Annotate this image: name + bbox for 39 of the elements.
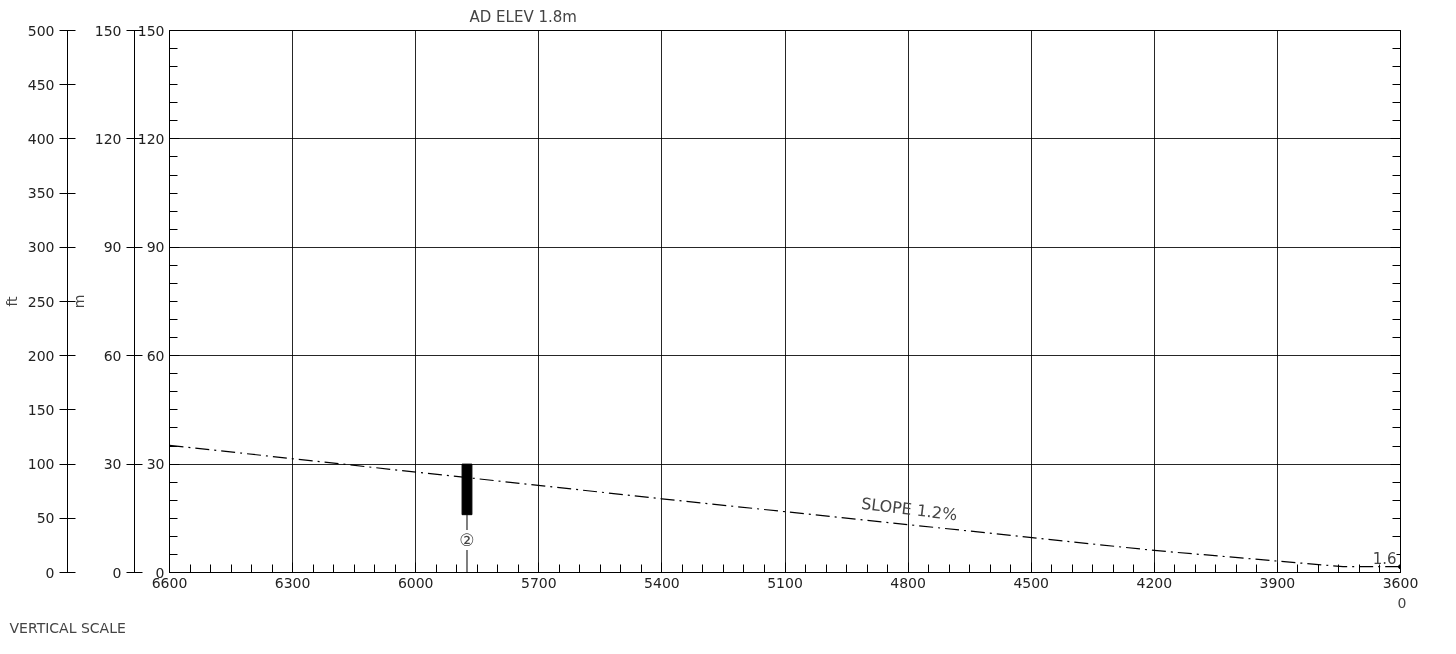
- y-tick-label: 60: [146, 347, 165, 364]
- y2-tick-label: 100: [27, 456, 55, 473]
- y-tick-label: 90: [146, 239, 165, 256]
- chart-title: AD ELEV 1.8m: [469, 7, 577, 26]
- y2-tick-label: 400: [27, 130, 55, 147]
- text: 0: [1397, 594, 1407, 611]
- y3-tick-label: 90: [103, 239, 122, 256]
- y2-tick-label: 300: [27, 239, 55, 256]
- y3-tick-label: 150: [94, 22, 122, 39]
- y2-tick-label: 200: [27, 347, 55, 364]
- y2-tick-label: 450: [27, 76, 55, 93]
- x-tick-label: 4800: [890, 574, 926, 591]
- x-tick-label: 5700: [520, 574, 557, 591]
- y3-tick-label: 0: [112, 564, 122, 581]
- text: VERTICAL SCALE: [9, 619, 126, 636]
- annotation: SLOPE 1.2%: [860, 493, 959, 525]
- y-tick-label: 30: [146, 456, 165, 473]
- x-tick-label: 4200: [1136, 574, 1173, 591]
- annotation: 1.6: [1372, 549, 1397, 568]
- y3-tick-label: 120: [94, 130, 122, 147]
- y3-tick-label: 60: [103, 347, 122, 364]
- y-tick-label: 120: [137, 130, 165, 147]
- y3-tick-label: 30: [103, 456, 122, 473]
- y2-tick-label: 350: [27, 185, 55, 202]
- y2-tick-label: 150: [27, 401, 55, 418]
- x-tick-label: 3600: [1382, 574, 1419, 591]
- y3-axis-title: m: [70, 294, 87, 309]
- x-tick-label: 5400: [644, 574, 680, 591]
- x-tick-label: 3900: [1259, 574, 1296, 591]
- x-tick-label: 4500: [1013, 574, 1050, 591]
- x-tick-label: 6300: [274, 574, 311, 591]
- x-tick-label: 5100: [767, 574, 803, 591]
- y2-tick-label: 0: [45, 564, 55, 581]
- x-tick-label: 6000: [397, 574, 434, 591]
- y2-tick-label: 250: [27, 293, 55, 310]
- y2-tick-label: 50: [36, 510, 55, 527]
- y2-axis-title: ft: [3, 295, 20, 307]
- y2-tick-label: 500: [27, 22, 55, 39]
- y-tick-label: 150: [137, 22, 165, 39]
